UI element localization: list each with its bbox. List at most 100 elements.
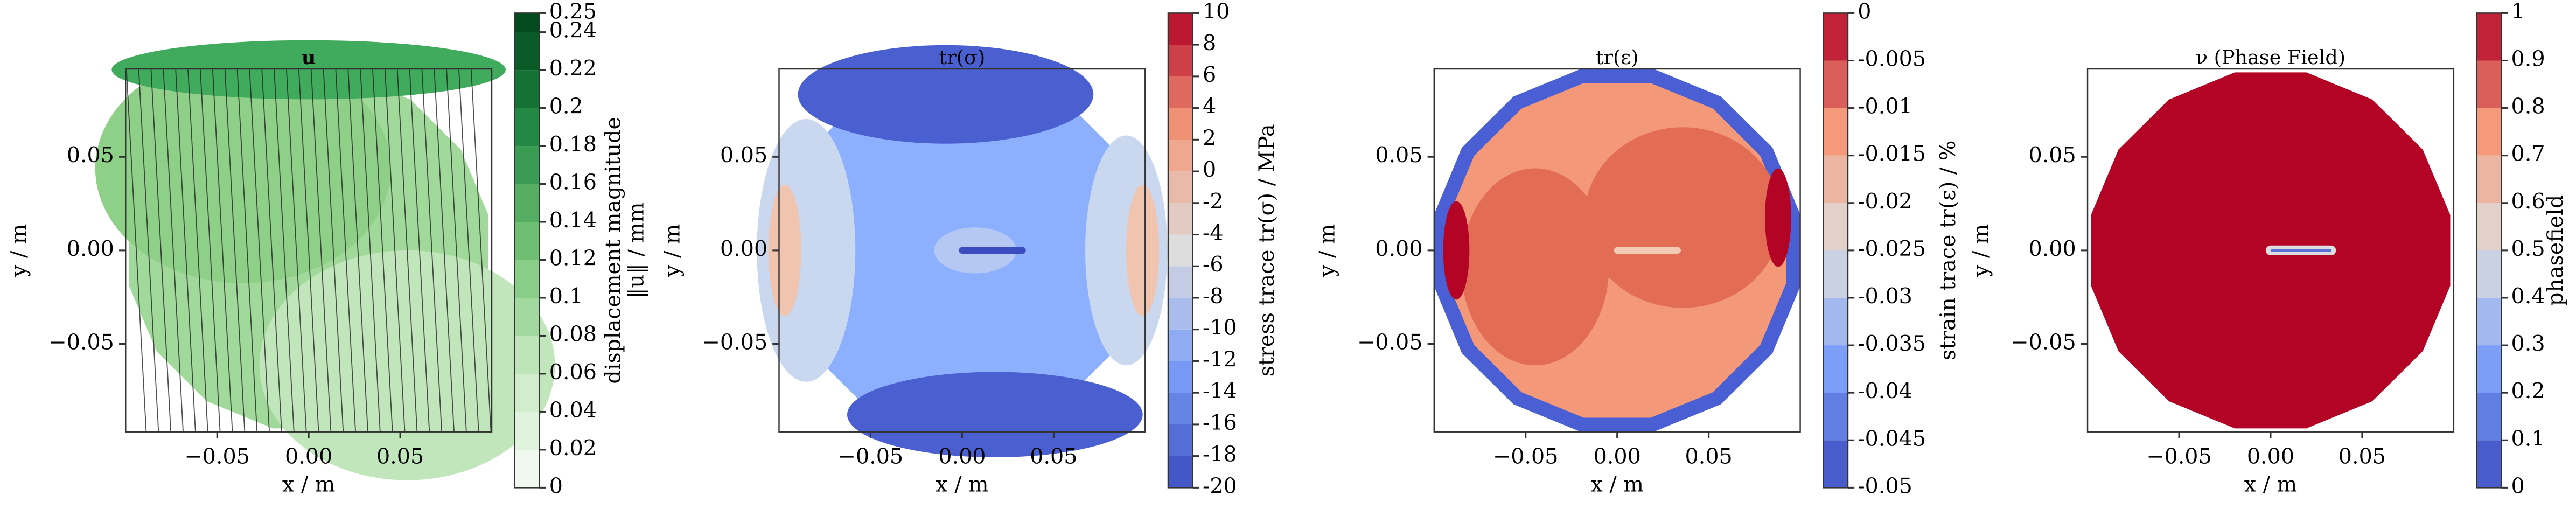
plot-title: tr(σ) xyxy=(939,46,986,69)
colorbar-tick-label: -0.05 xyxy=(1858,473,1912,498)
displacement-arrow xyxy=(163,69,184,431)
colorbar-level xyxy=(1823,155,1848,203)
colorbar-tick-label: 10 xyxy=(1203,0,1230,24)
colorbar-tick-label: -10 xyxy=(1203,316,1237,340)
displacement-arrow xyxy=(471,69,492,431)
y-tick-label: 0.00 xyxy=(67,236,114,261)
colorbar-level xyxy=(1823,203,1848,250)
x-tick-label: 0.05 xyxy=(1685,444,1733,469)
colorbar-level xyxy=(514,336,540,374)
field xyxy=(1461,168,1609,366)
displacement-arrow xyxy=(286,69,307,431)
displacement-arrow xyxy=(261,69,282,431)
displacement-arrow xyxy=(360,69,381,431)
field xyxy=(757,119,856,382)
x-axis-label: x / m xyxy=(1590,472,1643,497)
x-tick-label: 0.00 xyxy=(285,444,332,469)
x-tick-label: 0.05 xyxy=(376,444,424,469)
field xyxy=(1765,168,1791,267)
plot-area xyxy=(95,40,555,480)
colorbar-tick-label: 0.9 xyxy=(2511,46,2545,71)
colorbar-tick-label: 0.7 xyxy=(2511,142,2545,166)
colorbar-level xyxy=(1823,297,1848,346)
y-tick-label: 0.05 xyxy=(1375,143,1422,168)
displacement-arrow xyxy=(224,69,246,431)
colorbar-level xyxy=(1168,424,1193,456)
colorbar-level xyxy=(514,373,540,412)
colorbar-level xyxy=(1168,13,1193,45)
x-axis-label: x / m xyxy=(936,472,988,497)
displacement-arrow xyxy=(323,69,344,431)
y-tick-label: 0.00 xyxy=(2029,236,2076,261)
x-tick-label: 0.00 xyxy=(1594,444,1641,469)
displacement-arrow xyxy=(434,69,455,431)
colorbar-level xyxy=(1168,108,1193,140)
colorbar-tick-label: -0.005 xyxy=(1858,46,1926,71)
colorbar-tick-label: 0 xyxy=(1858,0,1871,24)
displacement-arrow xyxy=(200,69,221,431)
displacement-arrow xyxy=(212,69,233,431)
x-tick-label: −0.05 xyxy=(1493,444,1558,469)
colorbar-tick-label: 4 xyxy=(1203,94,1216,119)
colorbar-tick-label: 0.14 xyxy=(549,208,597,233)
x-tick-label: 0.05 xyxy=(1030,444,1077,469)
colorbar-label: stress trace tr(σ) / MPa xyxy=(1254,124,1279,376)
colorbar-tick-label: 6 xyxy=(1203,62,1216,87)
colorbar-tick-label: 0 xyxy=(1203,157,1216,182)
colorbar-level xyxy=(514,260,540,298)
displacement-arrow xyxy=(335,69,356,431)
plot-area xyxy=(2091,72,2451,429)
colorbar-level xyxy=(1168,456,1193,488)
colorbar-label: strain trace tr(ε) / % xyxy=(1936,141,1960,361)
displacement-arrow xyxy=(421,69,442,431)
y-axis-label: y / m xyxy=(6,224,31,277)
colorbar-tick-label: 0.06 xyxy=(549,360,597,385)
displacement-arrow xyxy=(274,69,295,431)
displacement-arrow xyxy=(372,69,393,431)
field xyxy=(1443,201,1470,300)
y-axis-label: y / m xyxy=(1968,224,1993,277)
x-tick-label: 0.05 xyxy=(2338,444,2386,469)
colorbar-tick-label: -18 xyxy=(1203,442,1237,467)
colorbar-level xyxy=(2476,203,2502,250)
colorbar-level xyxy=(1168,203,1193,235)
y-tick-label: 0.05 xyxy=(720,143,767,168)
x-tick-label: 0.00 xyxy=(938,444,986,469)
y-tick-label: 0.05 xyxy=(67,143,114,168)
colorbar-level xyxy=(1168,171,1193,203)
plot-area xyxy=(1434,69,1800,432)
x-tick-label: 0.00 xyxy=(2247,444,2294,469)
colorbar-tick-label: 0.18 xyxy=(549,132,597,157)
y-tick-label: −0.05 xyxy=(1357,330,1422,355)
colorbar-level xyxy=(2476,155,2502,203)
colorbar-tick-label: -0.035 xyxy=(1858,331,1926,356)
field xyxy=(259,250,555,480)
displacement-arrow xyxy=(384,69,406,431)
colorbar-tick-label: 0.5 xyxy=(2511,236,2545,261)
colorbar-level xyxy=(1168,361,1193,393)
colorbar-level xyxy=(1823,440,1848,488)
colorbar-tick-label: 0.08 xyxy=(549,322,597,346)
colorbar-level xyxy=(514,146,540,184)
field xyxy=(847,372,1143,457)
displacement-arrow xyxy=(298,69,319,431)
colorbar-frame xyxy=(1167,12,1193,489)
colorbar-tick-label: 0.1 xyxy=(2511,426,2545,451)
colorbar-tick-label: -6 xyxy=(1203,252,1224,277)
x-tick-label: −0.05 xyxy=(838,444,903,469)
colorbar-tick-label: 0.22 xyxy=(549,56,597,81)
colorbar-tick-label: 1 xyxy=(2511,0,2525,24)
colorbar-tick-label: -2 xyxy=(1203,189,1224,214)
colorbar-level xyxy=(1823,13,1848,61)
field xyxy=(1126,184,1160,316)
colorbar-level xyxy=(514,222,540,260)
colorbar-level xyxy=(514,32,540,71)
y-tick-label: −0.05 xyxy=(2010,330,2076,355)
displacement-arrow xyxy=(138,69,159,431)
colorbar-level xyxy=(514,70,540,108)
colorbar-level xyxy=(1168,266,1193,298)
colorbar-level xyxy=(1823,108,1848,156)
colorbar-level xyxy=(2476,345,2502,393)
displacement-arrow xyxy=(150,69,171,431)
colorbar-tick-label: 0 xyxy=(2511,473,2525,498)
